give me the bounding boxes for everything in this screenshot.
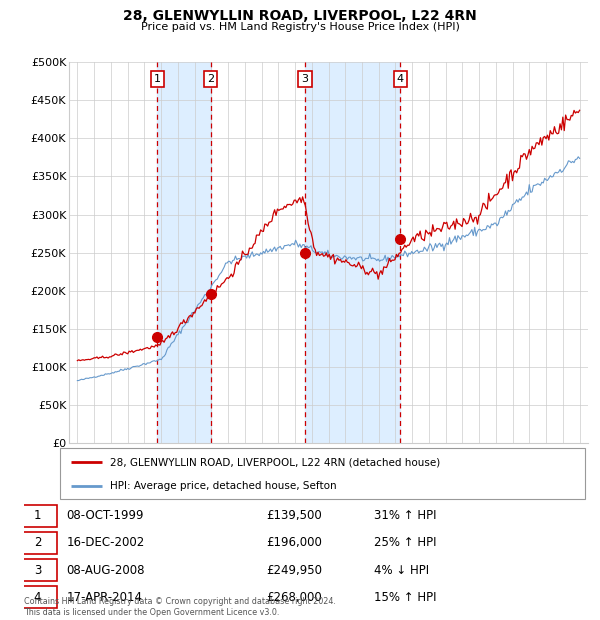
Text: Contains HM Land Registry data © Crown copyright and database right 2024.
This d: Contains HM Land Registry data © Crown c… [24, 598, 336, 617]
Text: HPI: Average price, detached house, Sefton: HPI: Average price, detached house, Seft… [110, 481, 337, 492]
FancyBboxPatch shape [60, 448, 585, 499]
Text: 2: 2 [34, 536, 41, 549]
Text: 28, GLENWYLLIN ROAD, LIVERPOOL, L22 4RN: 28, GLENWYLLIN ROAD, LIVERPOOL, L22 4RN [123, 9, 477, 24]
Text: £139,500: £139,500 [266, 509, 322, 522]
Text: 3: 3 [34, 564, 41, 577]
Bar [157, 62, 211, 443]
Text: 28, GLENWYLLIN ROAD, LIVERPOOL, L22 4RN (detached house): 28, GLENWYLLIN ROAD, LIVERPOOL, L22 4RN … [110, 458, 440, 467]
FancyBboxPatch shape [19, 532, 57, 554]
Text: 31% ↑ HPI: 31% ↑ HPI [374, 509, 436, 522]
Text: 4: 4 [34, 591, 41, 604]
Text: 1: 1 [154, 74, 161, 84]
FancyBboxPatch shape [19, 505, 57, 526]
Text: 16-DEC-2002: 16-DEC-2002 [66, 536, 145, 549]
Bar [305, 62, 400, 443]
FancyBboxPatch shape [19, 587, 57, 608]
Text: Price paid vs. HM Land Registry's House Price Index (HPI): Price paid vs. HM Land Registry's House … [140, 22, 460, 32]
Text: 3: 3 [302, 74, 308, 84]
Text: 08-AUG-2008: 08-AUG-2008 [66, 564, 145, 577]
Text: £196,000: £196,000 [266, 536, 322, 549]
Text: 08-OCT-1999: 08-OCT-1999 [66, 509, 144, 522]
Text: 1: 1 [34, 509, 41, 522]
Text: 2: 2 [207, 74, 214, 84]
FancyBboxPatch shape [19, 559, 57, 581]
Text: 25% ↑ HPI: 25% ↑ HPI [374, 536, 436, 549]
Text: £268,000: £268,000 [266, 591, 322, 604]
Text: 4% ↓ HPI: 4% ↓ HPI [374, 564, 429, 577]
Text: 4: 4 [397, 74, 404, 84]
Text: 15% ↑ HPI: 15% ↑ HPI [374, 591, 436, 604]
Text: £249,950: £249,950 [266, 564, 323, 577]
Text: 17-APR-2014: 17-APR-2014 [66, 591, 142, 604]
